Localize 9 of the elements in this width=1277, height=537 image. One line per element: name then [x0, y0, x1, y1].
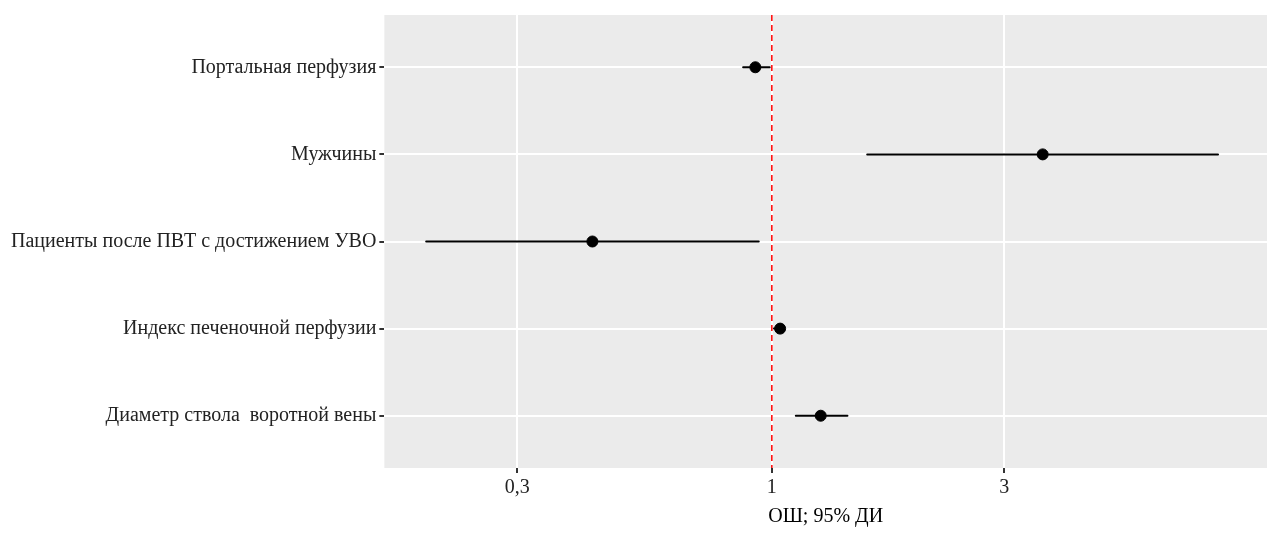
y-tick-label: Портальная перфузия	[191, 54, 377, 78]
x-tick-label: 3	[999, 475, 1010, 498]
y-tick-label: Индекс печеночной перфузии	[123, 315, 377, 339]
x-tick-label: 0,3	[504, 475, 530, 498]
y-tick-label: Диаметр ствола воротной вены	[105, 402, 377, 426]
x-tick-label: 1	[766, 475, 777, 498]
y-tick-label: Пациенты после ПВТ с достижением УВО	[11, 228, 377, 252]
x-axis-title: ОШ; 95% ДИ	[768, 504, 884, 528]
y-tick-label: Мужчины	[291, 141, 377, 165]
